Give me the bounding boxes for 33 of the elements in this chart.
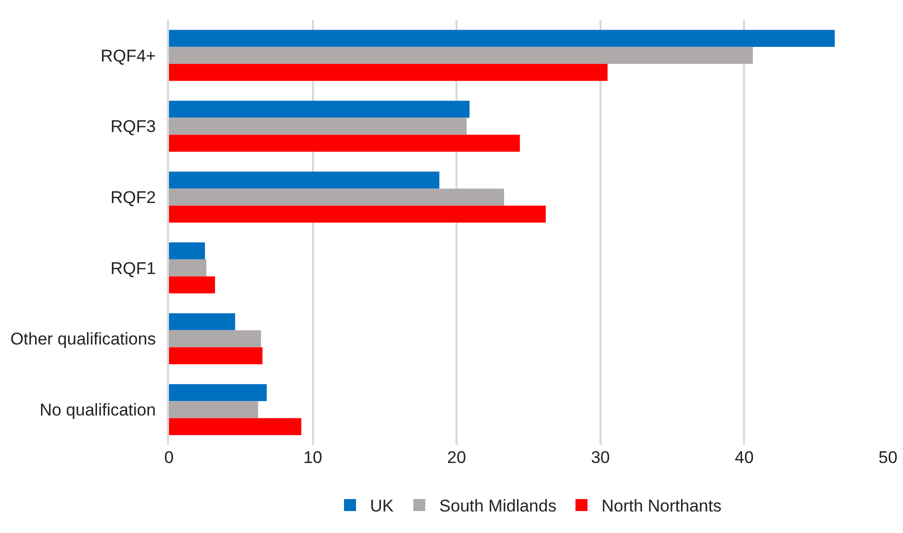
bar bbox=[169, 46, 753, 64]
bar bbox=[169, 30, 835, 47]
bar bbox=[169, 118, 467, 135]
y-tick-label: Other qualifications bbox=[10, 330, 156, 349]
bar bbox=[169, 242, 205, 260]
x-tick-label: 10 bbox=[303, 448, 322, 467]
x-tick-label: 0 bbox=[164, 448, 174, 467]
bar bbox=[169, 313, 236, 330]
bar bbox=[169, 330, 262, 348]
legend-label: UK bbox=[370, 496, 394, 516]
bar bbox=[169, 188, 504, 206]
bar bbox=[169, 64, 608, 81]
bar bbox=[169, 384, 267, 402]
y-tick-label: RQF3 bbox=[110, 117, 156, 136]
legend-label: South Midlands bbox=[439, 496, 556, 516]
bar bbox=[169, 401, 258, 418]
bar bbox=[169, 418, 302, 436]
bar bbox=[169, 347, 262, 364]
x-tick-label: 50 bbox=[878, 448, 898, 467]
x-tick-label: 30 bbox=[590, 448, 610, 467]
bar bbox=[169, 134, 520, 152]
x-tick-label: 20 bbox=[447, 448, 466, 467]
bar bbox=[169, 259, 206, 276]
bar bbox=[169, 206, 546, 223]
y-tick-label: No qualification bbox=[40, 400, 156, 420]
y-tick-label: RQF4+ bbox=[100, 46, 156, 66]
bar bbox=[169, 172, 440, 189]
bar bbox=[169, 100, 470, 118]
bar bbox=[169, 276, 216, 294]
y-tick-label: RQF1 bbox=[110, 258, 156, 278]
y-tick-label: RQF2 bbox=[110, 188, 156, 208]
x-tick-label: 40 bbox=[734, 448, 754, 467]
legend-label: North Northants bbox=[601, 496, 722, 516]
